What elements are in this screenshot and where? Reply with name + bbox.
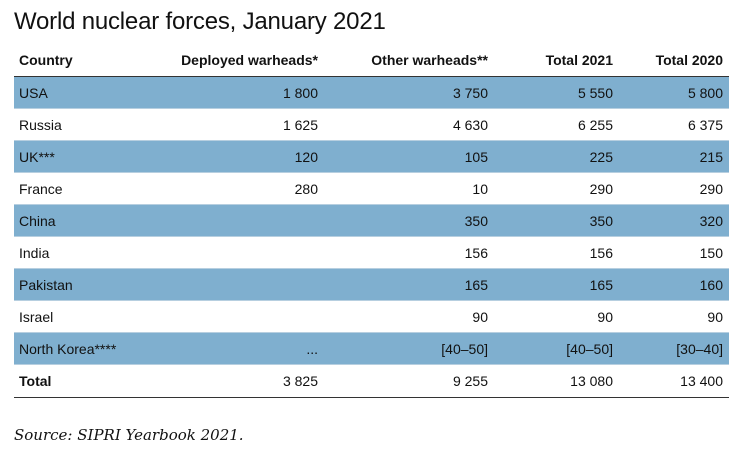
deployed-warheads-cell xyxy=(149,268,324,301)
country-cell: Pakistan xyxy=(14,268,149,301)
total-2021-cell: 156 xyxy=(494,236,619,269)
deployed-warheads-cell: 280 xyxy=(149,172,324,205)
other-warheads-cell: 165 xyxy=(324,268,494,301)
table-row: Russia 1 625 4 630 6 255 6 375 xyxy=(14,108,729,141)
other-warheads-cell: 4 630 xyxy=(324,108,494,141)
country-cell: Total xyxy=(14,364,149,398)
other-warheads-cell: 9 255 xyxy=(324,364,494,398)
deployed-warheads-cell: 1 800 xyxy=(149,76,324,109)
total-2021-cell: 5 550 xyxy=(494,76,619,109)
nuclear-forces-table: Country Deployed warheads* Other warhead… xyxy=(14,44,729,398)
country-cell: France xyxy=(14,172,149,205)
header-row: Country Deployed warheads* Other warhead… xyxy=(14,44,729,77)
total-2020-cell: 320 xyxy=(619,204,729,237)
table-row: Pakistan 165 165 160 xyxy=(14,268,729,301)
other-warheads-cell: 156 xyxy=(324,236,494,269)
total-2020-cell: 215 xyxy=(619,140,729,173)
total-2020-cell: 290 xyxy=(619,172,729,205)
country-cell: North Korea**** xyxy=(14,332,149,365)
total-2021-cell: [40–50] xyxy=(494,332,619,365)
table-row: Israel 90 90 90 xyxy=(14,300,729,333)
other-warheads-cell: 10 xyxy=(324,172,494,205)
other-warheads-cell: 350 xyxy=(324,204,494,237)
table-row: North Korea****... [40–50] [40–50] [30–40] xyxy=(14,332,729,365)
deployed-warheads-cell xyxy=(149,236,324,269)
country-cell: USA xyxy=(14,76,149,109)
country-cell: India xyxy=(14,236,149,269)
table-row: France 280 10 290 290 xyxy=(14,172,729,205)
table-title: World nuclear forces, January 2021 xyxy=(14,8,386,35)
column-header-deployed: Deployed warheads* xyxy=(149,44,324,77)
column-header-total-2021: Total 2021 xyxy=(494,44,619,77)
total-2021-cell: 13 080 xyxy=(494,364,619,398)
country-cell: China xyxy=(14,204,149,237)
column-header-total-2020: Total 2020 xyxy=(619,44,729,77)
table-row: UK*** 120 105 225 215 xyxy=(14,140,729,173)
total-row: Total 3 825 9 255 13 080 13 400 xyxy=(14,364,729,398)
total-2021-cell: 6 255 xyxy=(494,108,619,141)
deployed-warheads-cell xyxy=(149,204,324,237)
total-2020-cell: 13 400 xyxy=(619,364,729,398)
total-2020-cell: 90 xyxy=(619,300,729,333)
deployed-warheads-cell: 120 xyxy=(149,140,324,173)
total-2020-cell: 150 xyxy=(619,236,729,269)
total-2020-cell: 6 375 xyxy=(619,108,729,141)
other-warheads-cell: [40–50] xyxy=(324,332,494,365)
deployed-warheads-cell: 1 625 xyxy=(149,108,324,141)
other-warheads-cell: 3 750 xyxy=(324,76,494,109)
table-row: India 156 156 150 xyxy=(14,236,729,269)
other-warheads-cell: 90 xyxy=(324,300,494,333)
country-cell: UK*** xyxy=(14,140,149,173)
total-2020-cell: 160 xyxy=(619,268,729,301)
total-2021-cell: 225 xyxy=(494,140,619,173)
deployed-warheads-cell: ... xyxy=(149,332,324,365)
total-2020-cell: [30–40] xyxy=(619,332,729,365)
deployed-warheads-cell: 3 825 xyxy=(149,364,324,398)
total-2021-cell: 90 xyxy=(494,300,619,333)
deployed-warheads-cell xyxy=(149,300,324,333)
column-header-other: Other warheads** xyxy=(324,44,494,77)
country-cell: Israel xyxy=(14,300,149,333)
total-2021-cell: 290 xyxy=(494,172,619,205)
column-header-country: Country xyxy=(14,44,149,77)
total-2021-cell: 165 xyxy=(494,268,619,301)
total-2020-cell: 5 800 xyxy=(619,76,729,109)
other-warheads-cell: 105 xyxy=(324,140,494,173)
table-row: China 350 350 320 xyxy=(14,204,729,237)
source-note: Source: SIPRI Yearbook 2021. xyxy=(14,426,244,444)
table-row: USA 1 800 3 750 5 550 5 800 xyxy=(14,76,729,109)
total-2021-cell: 350 xyxy=(494,204,619,237)
table-body: USA 1 800 3 750 5 550 5 800 Russia 1 625 4 630 6… xyxy=(14,76,729,398)
country-cell: Russia xyxy=(14,108,149,141)
